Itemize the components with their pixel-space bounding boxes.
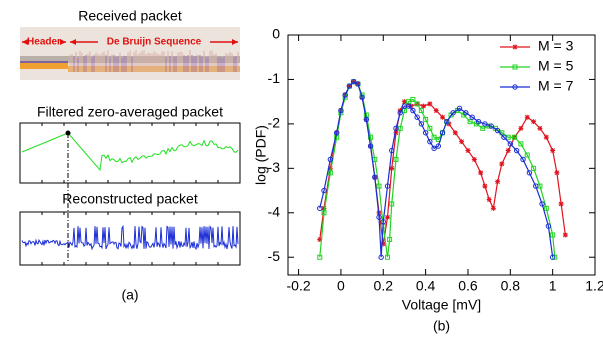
series-line: [320, 82, 555, 258]
x-tick-label: 1: [549, 278, 557, 294]
marker: [544, 135, 549, 140]
y-axis-title: log (PDF): [253, 125, 269, 185]
legend-label: M = 7: [538, 78, 574, 94]
y-tick-label: -2: [268, 115, 281, 131]
x-tick-label: 0: [337, 278, 345, 294]
marker: [550, 148, 555, 153]
marker: [465, 148, 470, 153]
figure: Received packet Header De Bruijn Sequenc…: [0, 0, 603, 345]
legend-label: M = 5: [538, 58, 574, 74]
filtered-trace: [22, 133, 238, 170]
sequence-label: De Bruijn Sequence: [107, 37, 202, 48]
panel-a-caption: (a): [121, 287, 138, 303]
marker: [563, 233, 568, 238]
marker: [427, 101, 432, 106]
marker: [478, 170, 483, 175]
band: [20, 63, 68, 69]
filtered-frame: [20, 123, 240, 183]
reconstructed-trace: [22, 226, 238, 249]
legend-label: M = 3: [538, 38, 574, 54]
x-tick-label: -0.2: [287, 278, 311, 294]
x-tick-label: 0.6: [458, 278, 478, 294]
y-tick-label: -5: [268, 248, 281, 264]
y-tick-label: -1: [268, 70, 281, 86]
series-line: [320, 82, 553, 258]
series-line: [320, 82, 566, 244]
marker: [487, 197, 492, 202]
marker: [559, 201, 564, 206]
filtered-title: Filtered zero-averaged packet: [37, 104, 223, 120]
header-label: Header: [27, 37, 61, 48]
marker: [531, 119, 536, 124]
marker: [506, 148, 511, 153]
marker: [421, 104, 426, 109]
x-axis-title: Voltage [mV]: [402, 297, 481, 313]
y-tick-label: -3: [268, 159, 281, 175]
reconstructed-title: Reconstructed packet: [62, 191, 198, 207]
panel-b-caption: (b): [433, 318, 450, 334]
marker: [453, 130, 458, 135]
marker: [440, 115, 445, 120]
x-tick-label: 1.2: [585, 278, 603, 294]
marker: [459, 139, 464, 144]
marker: [499, 161, 504, 166]
marker: [537, 126, 542, 131]
marker: [518, 126, 523, 131]
marker: [434, 108, 439, 113]
chart: -0.2 0 0.2 0.4 0.6 0.8 1 1.2 0 -1 -2 -3 -4 -5 Voltage …: [253, 26, 603, 334]
marker: [385, 215, 390, 220]
marker: [513, 45, 518, 50]
marker: [554, 170, 559, 175]
received-title: Received packet: [78, 8, 182, 24]
y-tick-label: 0: [272, 26, 280, 42]
marker: [472, 157, 477, 162]
marker: [491, 206, 496, 211]
y-tick-label: -4: [268, 203, 281, 219]
marker: [525, 115, 530, 120]
marker: [482, 184, 487, 189]
x-tick-label: 0.4: [416, 278, 436, 294]
x-tick-label: 0.2: [374, 278, 394, 294]
marker: [495, 179, 500, 184]
x-tick-label: 0.8: [501, 278, 521, 294]
